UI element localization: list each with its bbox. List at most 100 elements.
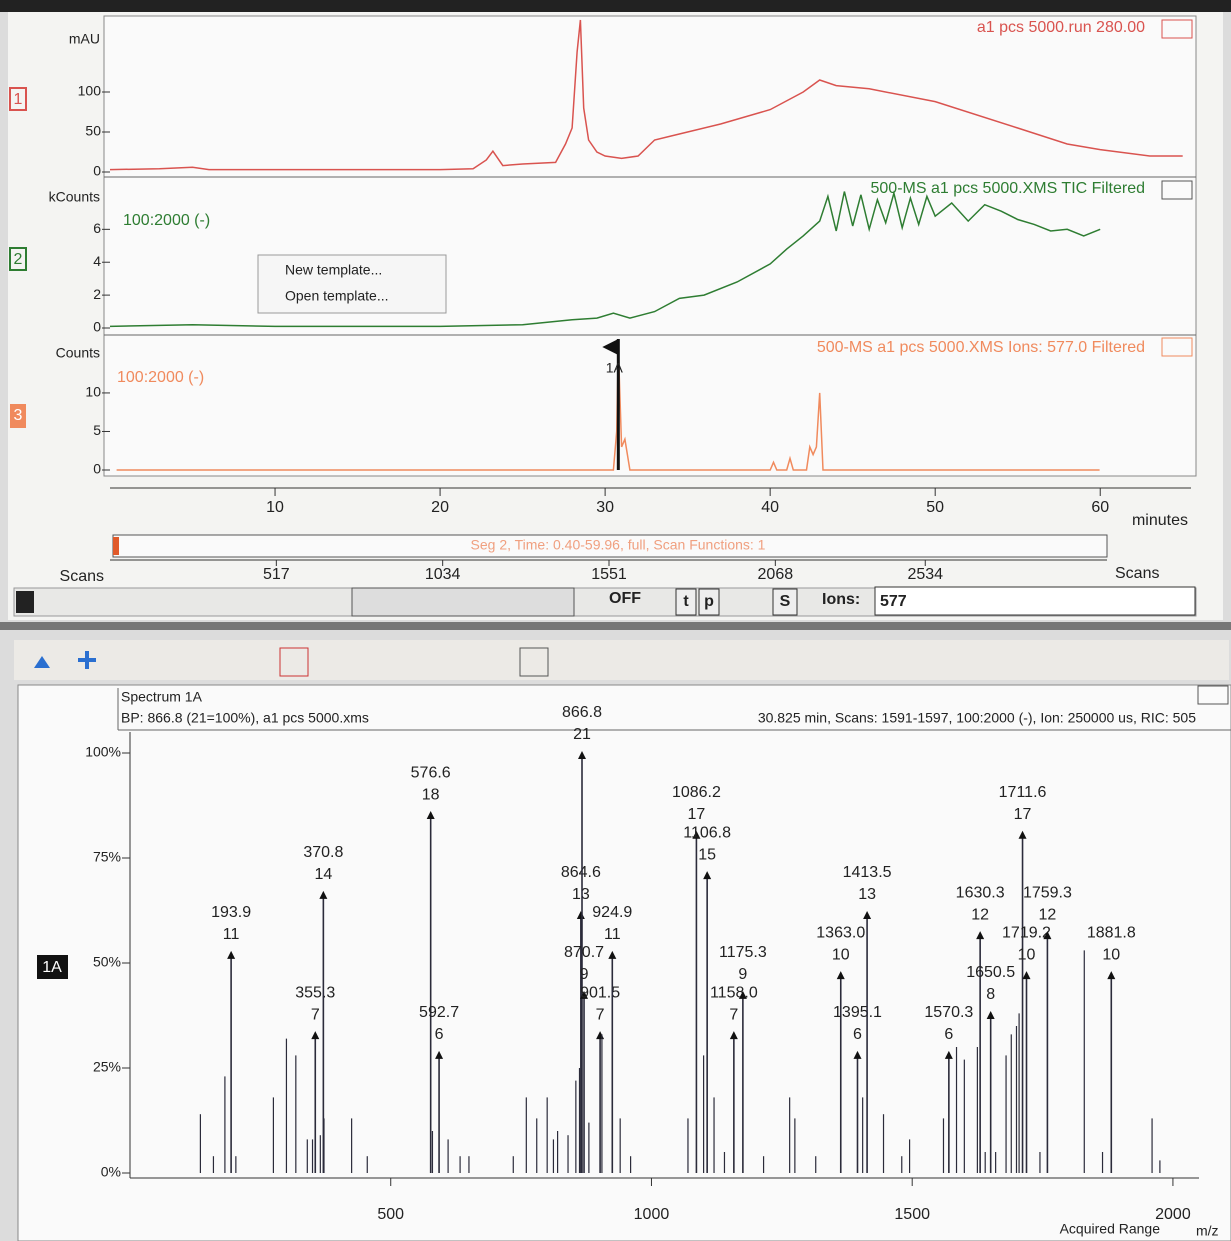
peak-count-label: 17 (1014, 806, 1032, 823)
peak-count-label: 14 (314, 866, 332, 883)
trace-subheader: 100:2000 (-) (117, 369, 204, 386)
peak-count-label: 9 (580, 966, 589, 983)
y-tick-label: 0 (93, 461, 101, 477)
peak-mz-label: 1881.8 (1087, 924, 1136, 941)
menu-item[interactable]: New template... (285, 262, 382, 278)
x-tick-label: 2000 (1155, 1206, 1191, 1223)
segment-label: Seg 2, Time: 0.40-59.96, full, Scan Func… (471, 537, 766, 553)
panel-number: 2 (14, 251, 23, 268)
scroll-thumb[interactable] (16, 591, 34, 613)
segment-start (113, 537, 119, 555)
y-tick-label: 100% (85, 744, 121, 760)
scan-tick-label: 2534 (907, 566, 943, 583)
x-axis-label: minutes (1132, 512, 1188, 529)
scan-tick-label: 517 (263, 566, 290, 583)
x-tick-label: 10 (266, 499, 284, 516)
peak-count-label: 10 (1102, 946, 1120, 963)
y-axis-label: kCounts (49, 189, 100, 205)
peak-count-label: 11 (223, 926, 240, 943)
splitter (0, 622, 1231, 630)
peak-mz-label: 1395.1 (833, 1004, 882, 1021)
menu-item[interactable]: Open template... (285, 288, 389, 304)
peak-count-label: 17 (688, 806, 706, 823)
y-tick-label: 6 (93, 220, 101, 236)
peak-count-label: 21 (573, 726, 591, 743)
peak-count-label: 6 (853, 1026, 862, 1043)
y-tick-label: 75% (93, 849, 121, 865)
button-label[interactable]: t (683, 593, 689, 610)
trace-header: 500-MS a1 pcs 5000.XMS Ions: 577.0 Filte… (817, 339, 1145, 356)
peak-count-label: 15 (698, 846, 716, 863)
peak-count-label: 11 (604, 926, 621, 943)
peak-mz-label: 866.8 (562, 704, 602, 721)
x-axis-label: m/z (1196, 1223, 1219, 1239)
scan-tick-label: 1551 (591, 566, 627, 583)
peak-count-label: 18 (422, 786, 440, 803)
scan-tick-label: 2068 (758, 566, 794, 583)
peak-mz-label: 924.9 (592, 904, 632, 921)
peak-mz-label: 1086.2 (672, 784, 721, 801)
screen: 1 2 3 mAU kCounts Counts a1 pcs 5000.run… (0, 0, 1231, 1241)
peak-count-label: 7 (729, 1006, 738, 1023)
peak-count-label: 10 (1018, 946, 1036, 963)
ions-value[interactable]: 577 (880, 593, 907, 610)
spectrum-info: 30.825 min, Scans: 1591-1597, 100:2000 (… (758, 710, 1196, 726)
peak-mz-label: 193.9 (211, 904, 251, 921)
peak-mz-label: 1759.3 (1023, 884, 1072, 901)
peak-mz-label: 870.7 (564, 944, 604, 961)
x-tick-label: 1500 (894, 1206, 930, 1223)
y-tick-label: 2 (93, 286, 101, 302)
peak-mz-label: 1175.3 (719, 944, 767, 961)
spectrum-title: Spectrum 1A (121, 689, 203, 705)
y-axis-label: mAU (69, 31, 100, 47)
x-tick-label: 20 (431, 499, 449, 516)
x-tick-label: 60 (1091, 499, 1109, 516)
peak-mz-label: 901.5 (580, 984, 620, 1001)
peak-count-label: 13 (858, 886, 876, 903)
x-tick-label: 50 (926, 499, 944, 516)
x-tick-label: 30 (596, 499, 614, 516)
peak-mz-label: 576.6 (411, 764, 451, 781)
ions-input[interactable] (875, 587, 1195, 615)
peak-count-label: 10 (832, 946, 850, 963)
playback-controls[interactable] (352, 588, 574, 616)
peak-mz-label: 1106.8 (683, 824, 731, 841)
y-tick-label: 0 (93, 163, 101, 179)
scan-axis-label: Scans (60, 568, 104, 585)
peak-count-label: 13 (572, 886, 590, 903)
peak-mz-label: 1363.0 (816, 924, 865, 941)
y-tick-label: 50% (93, 954, 121, 970)
peak-count-label: 6 (435, 1026, 444, 1043)
y-tick-label: 0 (93, 319, 101, 335)
peak-count-label: 12 (971, 906, 989, 923)
peak-count-label: 7 (596, 1006, 605, 1023)
peak-count-label: 7 (311, 1006, 320, 1023)
ions-label: Ions: (822, 591, 860, 608)
trace-subheader: 100:2000 (-) (123, 212, 210, 229)
peak-mz-label: 370.8 (303, 844, 343, 861)
y-axis-label: Counts (56, 345, 100, 361)
y-tick-label: 4 (93, 253, 101, 269)
y-tick-label: 5 (93, 422, 101, 438)
scan-tick-label: 1034 (425, 566, 461, 583)
button-label[interactable]: p (704, 593, 714, 610)
marker-label: 1A (606, 360, 624, 376)
trace-header: a1 pcs 5000.run 280.00 (977, 19, 1145, 36)
peak-mz-label: 355.3 (295, 984, 335, 1001)
peak-mz-label: 1413.5 (843, 864, 892, 881)
peak-mz-label: 864.6 (561, 864, 601, 881)
peak-mz-label: 1158.0 (710, 984, 758, 1001)
peak-count-label: 12 (1039, 906, 1057, 923)
panel-number: 1 (14, 91, 23, 108)
y-tick-label: 100 (78, 83, 102, 99)
button-label[interactable]: S (780, 593, 791, 610)
x-tick-label: 40 (761, 499, 779, 516)
scan-axis-label: Scans (1115, 565, 1159, 582)
y-tick-label: 10 (85, 384, 101, 400)
peak-mz-label: 1630.3 (956, 884, 1005, 901)
peak-mz-label: 1570.3 (924, 1004, 973, 1021)
peak-count-label: 8 (986, 986, 995, 1003)
x-tick-label: 500 (377, 1206, 404, 1223)
plot-area (104, 16, 1196, 476)
peak-mz-label: 1650.5 (966, 964, 1015, 981)
